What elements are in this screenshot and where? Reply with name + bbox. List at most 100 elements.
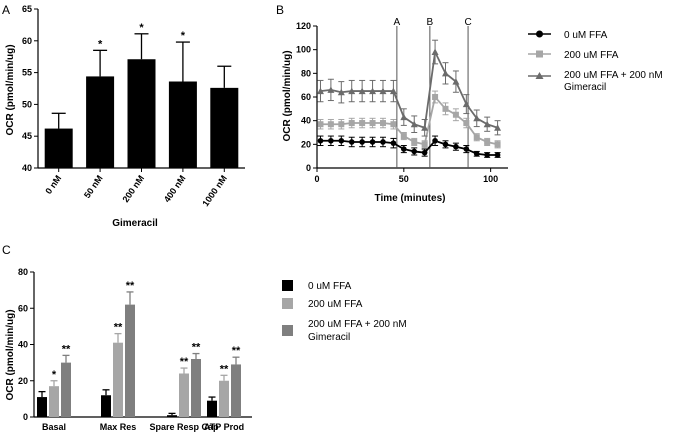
panel-b-point	[473, 134, 480, 141]
panel-c-chart: OCR (pmol/min/ug) 020406080***Basal****M…	[5, 267, 252, 432]
panel-c-bar	[101, 395, 111, 417]
panel-b-point	[348, 87, 356, 95]
panel-b-point	[379, 87, 387, 95]
panel-b-point	[411, 138, 418, 145]
panel-c-legend: 0 uM FFA 200 uM FFA 200 uM FFA + 200 nM …	[282, 280, 407, 343]
panel-c-y-axis-title: OCR (pmol/min/ug)	[5, 309, 16, 400]
panel-b-point	[473, 151, 480, 157]
panel-a-ytick-label: 65	[22, 4, 32, 14]
panel-b-point	[379, 120, 386, 127]
panel-c-label: C	[2, 243, 11, 257]
panel-b-series-line	[320, 48, 498, 129]
panel-a-ytick-label: 55	[22, 68, 32, 78]
panel-b-point	[390, 140, 397, 146]
panel-c-significance: **	[192, 342, 201, 354]
legend-b-label-1: 200 uM FFA	[564, 50, 619, 61]
panel-b-point	[390, 121, 397, 128]
panel-b-xtick-label: 50	[399, 174, 409, 184]
panel-a-label: A	[2, 3, 10, 17]
panel-b-xtick-label: 100	[483, 174, 498, 184]
panel-a-x-axis-title: Gimeracil	[112, 218, 158, 229]
panel-b-ytick-label: 60	[301, 92, 311, 102]
panel-c-ytick-label: 40	[18, 340, 28, 350]
panel-a-xtick-label: 400 nM	[162, 173, 188, 204]
panel-c-significance: **	[114, 322, 123, 334]
panel-c-xtick-label: ATP Prod	[204, 422, 244, 432]
panel-b-point	[348, 139, 355, 145]
panel-c-ytick-label: 0	[23, 412, 28, 422]
panel-b-point	[328, 137, 334, 144]
panel-c-ytick-label: 80	[18, 267, 28, 277]
legend-c-item-2: 200 uM FFA + 200 nM Gimeracil	[282, 319, 407, 343]
panel-a-significance: *	[139, 22, 144, 34]
panel-a-ytick-label: 40	[22, 163, 32, 173]
panel-b-point	[400, 133, 407, 140]
panel-c-significance: **	[232, 345, 241, 357]
panel-b-point	[494, 141, 501, 148]
panel-b-point	[494, 152, 501, 158]
panel-b-point	[453, 143, 459, 150]
legend-b-label-2b: Gimeracil	[564, 82, 606, 93]
legend-b-item-2: 200 uM FFA + 200 nM Gimeracil	[528, 70, 663, 93]
panel-b-y-axis-title: OCR (pmol/min/ug)	[282, 50, 293, 141]
panel-b-point	[411, 148, 418, 155]
panel-b-point	[483, 120, 491, 128]
panel-b-point	[400, 113, 408, 121]
legend-c-item-1: 200 uM FFA	[282, 298, 363, 310]
panel-b-point	[463, 146, 470, 152]
panel-b-point	[401, 146, 407, 152]
panel-b-point	[473, 114, 481, 122]
panel-b-point	[380, 139, 386, 145]
panel-b-point	[359, 139, 365, 145]
panel-b-point	[442, 105, 449, 112]
panel-a-significance: *	[98, 38, 103, 50]
panel-b-point	[338, 137, 345, 144]
panel-a-xtick-label: 200 nM	[120, 173, 146, 204]
panel-a-xtick-label: 0 nM	[43, 173, 63, 196]
panel-c-xtick-label: Basal	[42, 422, 66, 432]
panel-c-xtick-label: Max Res	[100, 422, 137, 432]
panel-b-point	[359, 120, 366, 127]
panel-a-significance: *	[181, 30, 186, 42]
panel-a-ytick-label: 45	[22, 131, 32, 141]
legend-c-label-2: 200 uM FFA + 200 nM	[308, 319, 407, 330]
panel-c-bar	[167, 415, 177, 417]
panel-b-point	[317, 121, 324, 128]
panel-b-point	[369, 139, 376, 145]
legend-b-item-0: 0 uM FFA	[528, 30, 608, 41]
legend-b-label-0: 0 uM FFA	[564, 30, 608, 41]
panel-b-ytick-label: 80	[301, 68, 311, 78]
panel-a-xtick-label: 1000 nM	[200, 173, 229, 208]
panel-a-bar	[127, 59, 156, 168]
panel-b-ytick-label: 20	[301, 139, 311, 149]
panel-b-point	[410, 120, 418, 128]
panel-a-bar	[86, 76, 115, 168]
panel-c-bar	[125, 304, 135, 417]
panel-b-legend: 0 uM FFA 200 uM FFA 200 uM FFA + 200 nM …	[528, 30, 663, 93]
panel-c-bar	[113, 342, 123, 417]
panel-b-point	[348, 120, 355, 127]
legend-c-label-0: 0 uM FFA	[308, 281, 352, 292]
panel-a-bar	[168, 81, 197, 168]
panel-c-bar	[191, 359, 201, 417]
panel-b-point	[494, 124, 502, 131]
panel-b-series-line	[320, 139, 498, 156]
panel-c-bar	[61, 362, 71, 417]
panel-b-chart: OCR (pmol/min/ug) Time (minutes) 0 20 40 60…	[282, 17, 508, 204]
legend-c-label-1: 200 uM FFA	[308, 299, 363, 310]
panel-b-point	[442, 141, 449, 148]
panel-a-y-axis-title: OCR (pmol/min/ug)	[5, 44, 16, 135]
panel-b-phase-label: A	[394, 17, 401, 28]
panel-b-point	[432, 94, 439, 100]
panel-b-point	[421, 124, 429, 131]
panel-c-xtick-label: Spare Resp Cap	[149, 422, 219, 432]
panel-c-bar	[179, 373, 189, 417]
panel-b-point	[484, 152, 490, 158]
legend-c-label-2b: Gimeracil	[308, 332, 350, 343]
panel-b-ytick-label: 120	[296, 21, 311, 31]
panel-b-point	[327, 86, 335, 93]
panel-a-ytick-label: 50	[22, 99, 32, 109]
panel-c-significance: **	[126, 280, 135, 292]
panel-b-ytick-label: 0	[306, 163, 311, 173]
